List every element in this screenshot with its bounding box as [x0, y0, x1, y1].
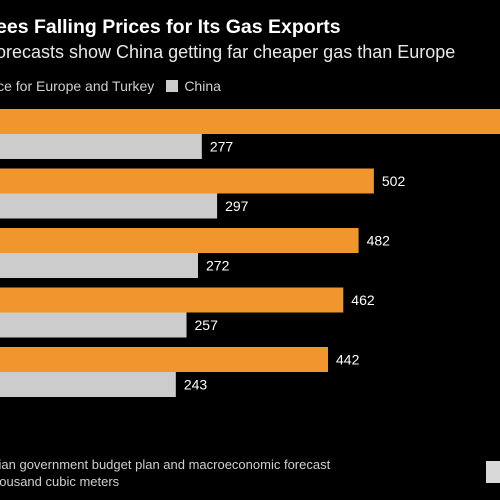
bar-china-1 — [0, 193, 218, 219]
bar-europe-1 — [0, 168, 374, 194]
bar-china-0 — [0, 134, 202, 159]
bar-china-2 — [0, 253, 198, 278]
legend-item-china: China — [166, 78, 221, 94]
bar-china-3 — [0, 312, 187, 338]
bar-label-europe-2: 482 — [367, 233, 391, 249]
chart-subtitle: orecasts show China getting far cheaper … — [0, 42, 456, 62]
bar-label-china-4: 243 — [184, 377, 208, 393]
legend-swatch-china — [166, 80, 179, 92]
bar-label-china-0: 277 — [210, 139, 234, 155]
chart-legend: ice for Europe and Turkey China — [0, 78, 233, 94]
bar-label-china-3: 257 — [195, 317, 219, 333]
bar-label-europe-4: 442 — [336, 352, 360, 368]
bar-europe-0 — [0, 109, 500, 134]
source-line-1: sian government budget plan and macroeco… — [0, 457, 331, 472]
bar-label-china-1: 297 — [225, 198, 249, 214]
legend-label-china: China — [184, 78, 221, 94]
bar-label-europe-3: 462 — [351, 292, 375, 308]
source-line-2: housand cubic meters — [0, 474, 120, 489]
publisher-logo — [486, 461, 500, 483]
bar-europe-3 — [0, 287, 344, 313]
bar-label-europe-1: 502 — [382, 173, 406, 189]
legend-label-europe: ice for Europe and Turkey — [0, 78, 155, 94]
legend-item-europe: ice for Europe and Turkey — [0, 78, 154, 94]
chart-title: ees Falling Prices for Its Gas Exports — [0, 16, 341, 38]
bar-europe-2 — [0, 228, 359, 253]
chart-source-note: sian government budget plan and macroeco… — [0, 456, 330, 490]
bar-china-4 — [0, 372, 176, 397]
bar-label-china-2: 272 — [206, 258, 230, 274]
bar-europe-4 — [0, 347, 328, 372]
